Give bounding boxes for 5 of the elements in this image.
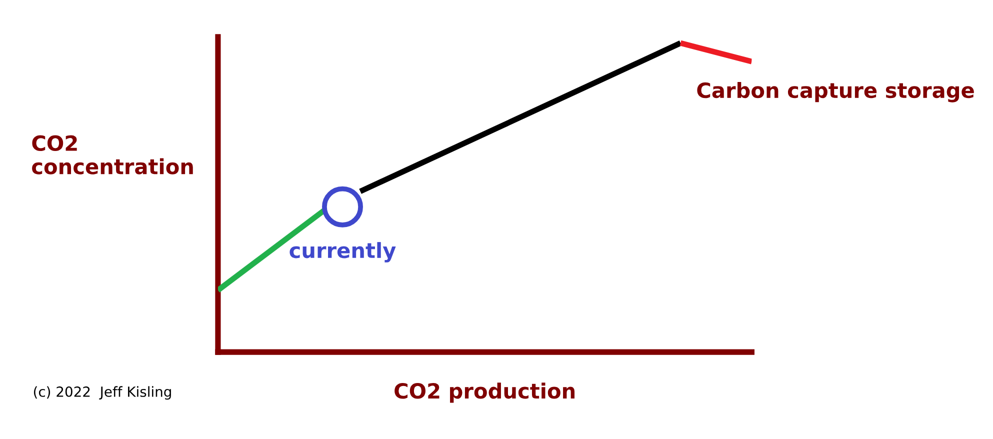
y-axis-title: CO2 concentration xyxy=(32,135,193,174)
annotation: Carbon capture storage xyxy=(697,82,974,102)
text: (c) 2022 Jeff Kisling xyxy=(34,386,171,400)
x-axis-title: CO2 production xyxy=(394,382,574,403)
annotation: currently xyxy=(290,242,396,262)
